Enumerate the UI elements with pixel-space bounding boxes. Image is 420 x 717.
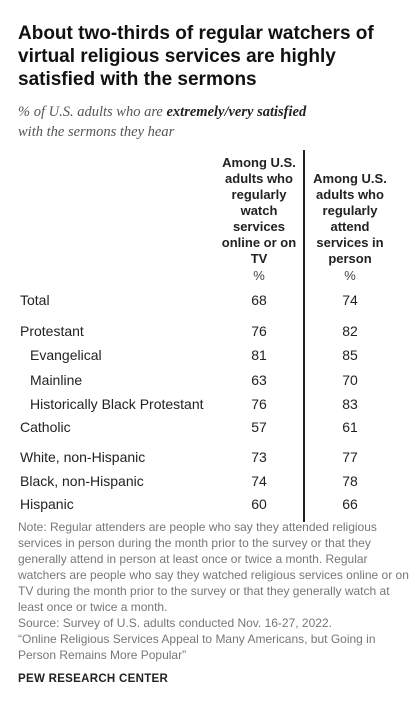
value-online: 74 — [251, 473, 267, 489]
row-label: Total — [20, 292, 50, 308]
column-header-in-person: Among U.S. adults who regularly attend s… — [313, 171, 387, 266]
row-label: Hispanic — [20, 496, 74, 512]
value-in-person: 74 — [342, 292, 358, 308]
footnotes: Note: Regular attenders are people who s… — [18, 519, 410, 663]
value-online: 63 — [251, 372, 267, 388]
value-in-person: 70 — [342, 372, 358, 388]
value-in-person: 77 — [342, 449, 358, 465]
table-row: Mainline 63 70 — [0, 370, 420, 390]
column-header-online: Among U.S. adults who regularly watch se… — [221, 155, 297, 266]
value-online: 68 — [251, 292, 267, 308]
column-unit-in-person: % — [344, 268, 356, 283]
value-in-person: 66 — [342, 496, 358, 512]
row-label: White, non-Hispanic — [20, 449, 146, 465]
value-in-person: 78 — [342, 473, 358, 489]
table-row: Black, non-Hispanic 74 78 — [0, 471, 420, 491]
row-label: Catholic — [20, 419, 71, 435]
value-online: 73 — [251, 449, 267, 465]
value-online: 76 — [251, 396, 267, 412]
value-in-person: 61 — [342, 419, 358, 435]
value-in-person: 82 — [342, 323, 358, 339]
table-row: Hispanic 60 66 — [0, 494, 420, 514]
subtitle-prefix: % of U.S. adults who are — [18, 104, 167, 120]
value-online: 81 — [251, 347, 267, 363]
value-online: 76 — [251, 323, 267, 339]
value-online: 60 — [251, 496, 267, 512]
column-divider — [303, 150, 305, 522]
row-label: Protestant — [20, 323, 84, 339]
row-label: Black, non-Hispanic — [20, 473, 144, 489]
row-label: Evangelical — [30, 347, 102, 363]
note-text: Note: Regular attenders are people who s… — [18, 520, 409, 614]
table-row: Total 68 74 — [0, 290, 420, 310]
value-online: 57 — [251, 419, 267, 435]
source-text: Source: Survey of U.S. adults conducted … — [18, 616, 332, 630]
table-row: Catholic 57 61 — [0, 417, 420, 437]
report-title: “Online Religious Services Appeal to Man… — [18, 632, 376, 662]
row-label: Historically Black Protestant — [30, 396, 204, 412]
chart-subtitle: % of U.S. adults who are extremely/very … — [18, 102, 408, 142]
column-unit-online: % — [253, 268, 265, 283]
table-row: White, non-Hispanic 73 77 — [0, 447, 420, 467]
table-row: Evangelical 81 85 — [0, 345, 420, 365]
value-in-person: 83 — [342, 396, 358, 412]
value-in-person: 85 — [342, 347, 358, 363]
chart-title: About two-thirds of regular watchers of … — [18, 23, 374, 90]
subtitle-suffix: with the sermons they hear — [18, 124, 175, 140]
row-label: Mainline — [30, 372, 83, 388]
subtitle-emphasis: extremely/very satisfied — [166, 104, 307, 120]
table-row: Protestant 76 82 — [0, 321, 420, 341]
table-row: Historically Black Protestant 76 83 — [0, 394, 420, 414]
brand-logo-text: PEW RESEARCH CENTER — [18, 673, 169, 685]
